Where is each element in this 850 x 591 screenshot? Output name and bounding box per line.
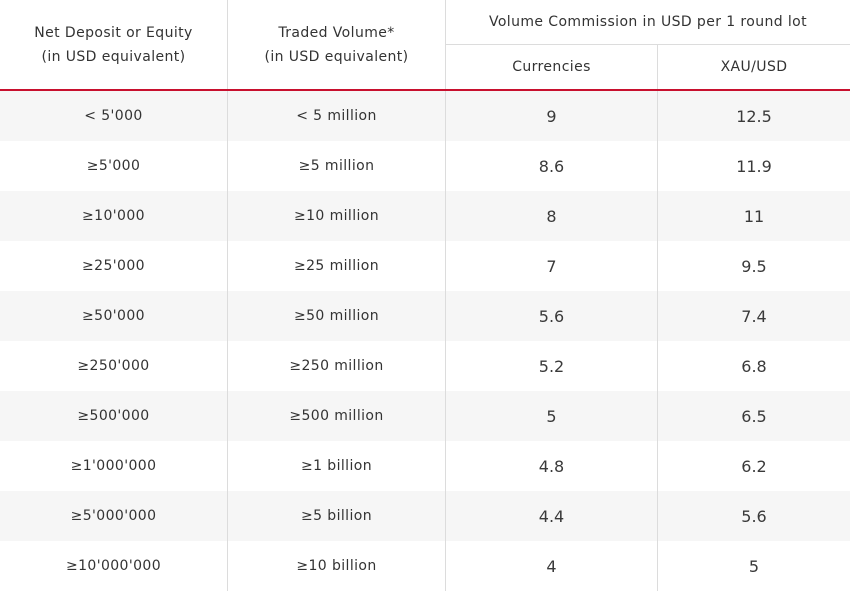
header-xauusd: XAU/USD: [720, 59, 788, 75]
cell-net-deposit: < 5'000: [0, 91, 228, 141]
cell-xauusd-commission: 12.5: [736, 106, 772, 126]
cell-xauusd-commission: 9.5: [741, 256, 767, 276]
cell-xauusd-commission: 6.5: [741, 406, 767, 426]
cell-net-deposit: ≥5'000: [0, 141, 228, 191]
table-body: < 5'000 < 5 million 9 12.5 ≥5'000 ≥5 million 8…: [0, 91, 850, 591]
cell-currencies-commission: 7: [446, 241, 658, 291]
table-header: Net Deposit or Equity (in USD equivalent…: [0, 0, 850, 91]
cell-xauusd-commission: 5.6: [741, 506, 767, 526]
cell-net-deposit: ≥5'000'000: [0, 491, 228, 541]
cell-traded-volume: ≥25 million: [228, 241, 446, 291]
cell-currencies-commission: 4.4: [446, 491, 658, 541]
table-row: ≥500'000 ≥500 million 5 6.5: [0, 391, 850, 441]
cell-currencies-commission: 8.6: [446, 141, 658, 191]
cell-net-deposit: ≥250'000: [0, 341, 228, 391]
table-row: ≥50'000 ≥50 million 5.6 7.4: [0, 291, 850, 341]
table-row: ≥25'000 ≥25 million 7 9.5: [0, 241, 850, 291]
cell-traded-volume: ≥250 million: [228, 341, 446, 391]
cell-xauusd-commission: 11: [743, 206, 765, 226]
header-traded-volume: Traded Volume* (in USD equivalent): [228, 0, 446, 89]
cell-currencies-commission: 8: [446, 191, 658, 241]
table-row: ≥10'000'000 ≥10 billion 4 5: [0, 541, 850, 591]
table-row: ≥10'000 ≥10 million 8 11: [0, 191, 850, 241]
cell-xauusd-commission: 11.9: [736, 156, 772, 176]
header-volume-commission: Volume Commission in USD per 1 round lot: [446, 0, 850, 45]
cell-currencies-commission: 5.2: [446, 341, 658, 391]
cell-net-deposit: ≥10'000: [0, 191, 228, 241]
cell-net-deposit: ≥25'000: [0, 241, 228, 291]
cell-xauusd-commission: 7.4: [741, 306, 767, 326]
table-row: < 5'000 < 5 million 9 12.5: [0, 91, 850, 141]
table-row: ≥5'000 ≥5 million 8.6 11.9: [0, 141, 850, 191]
table-row: ≥250'000 ≥250 million 5.2 6.8: [0, 341, 850, 391]
cell-traded-volume: ≥50 million: [228, 291, 446, 341]
header-net-deposit-title: Net Deposit or Equity: [34, 24, 193, 41]
cell-currencies-commission: 4.8: [446, 441, 658, 491]
cell-traded-volume: ≥1 billion: [228, 441, 446, 491]
cell-currencies-commission: 5: [446, 391, 658, 441]
cell-currencies-commission: 5.6: [446, 291, 658, 341]
table-row: ≥1'000'000 ≥1 billion 4.8 6.2: [0, 441, 850, 491]
cell-traded-volume: ≥10 million: [228, 191, 446, 241]
header-traded-volume-unit: (in USD equivalent): [264, 48, 409, 65]
cell-currencies-commission: 9: [446, 91, 658, 141]
cell-traded-volume: ≥10 billion: [228, 541, 446, 591]
cell-net-deposit: ≥500'000: [0, 391, 228, 441]
header-traded-volume-title: Traded Volume*: [278, 24, 395, 41]
table-row: ≥5'000'000 ≥5 billion 4.4 5.6: [0, 491, 850, 541]
header-net-deposit: Net Deposit or Equity (in USD equivalent…: [0, 0, 228, 89]
cell-traded-volume: < 5 million: [228, 91, 446, 141]
cell-xauusd-commission: 5: [748, 556, 760, 576]
cell-traded-volume: ≥500 million: [228, 391, 446, 441]
header-currencies: Currencies: [446, 45, 658, 89]
cell-traded-volume: ≥5 billion: [228, 491, 446, 541]
cell-xauusd-commission: 6.8: [741, 356, 767, 376]
cell-net-deposit: ≥10'000'000: [0, 541, 228, 591]
cell-traded-volume: ≥5 million: [228, 141, 446, 191]
cell-currencies-commission: 4: [446, 541, 658, 591]
cell-net-deposit: ≥1'000'000: [0, 441, 228, 491]
cell-net-deposit: ≥50'000: [0, 291, 228, 341]
cell-xauusd-commission: 6.2: [741, 456, 767, 476]
header-net-deposit-unit: (in USD equivalent): [41, 48, 186, 65]
